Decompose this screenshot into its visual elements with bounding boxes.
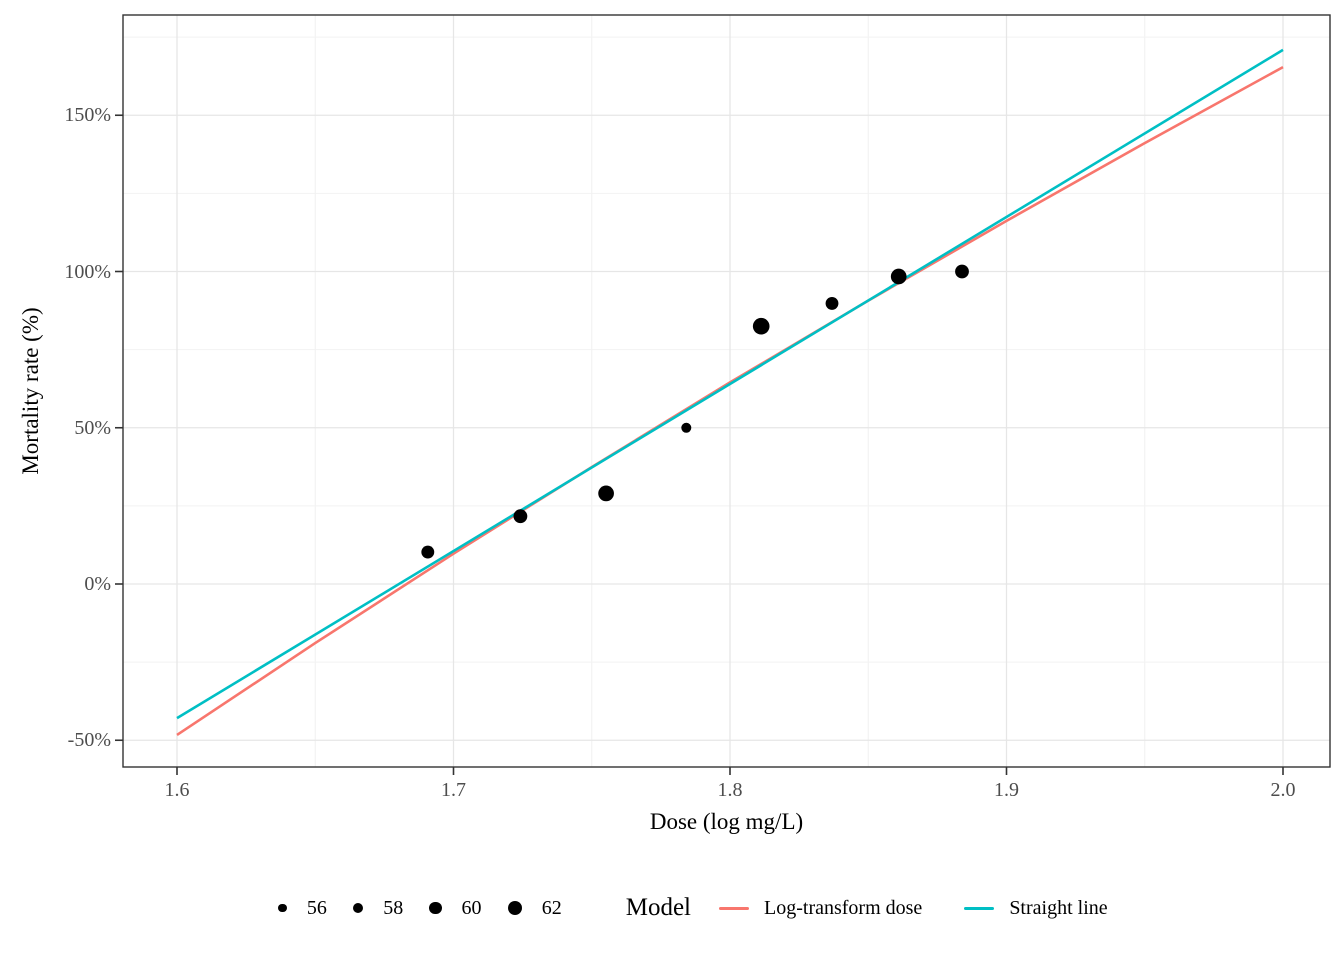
model-legend-item: Straight line (964, 896, 1108, 920)
model-legend: Model Log-transform dose Straight line (626, 894, 1108, 922)
size-legend-label: 58 (383, 896, 404, 919)
model-legend-items: Log-transform dose Straight line (719, 897, 1108, 920)
y-tick-label: 100% (64, 260, 111, 283)
x-tick-label: 1.6 (164, 779, 190, 801)
legend: 56 58 60 62 Model Log-transform dose Straigh… (63, 884, 1323, 932)
size-legend-dot-icon (507, 900, 522, 916)
data-point (890, 268, 907, 285)
y-tick-label: -50% (67, 729, 111, 752)
size-legend-dot-icon (278, 903, 287, 913)
data-point (752, 317, 770, 335)
size-legend-item: 62 (507, 896, 562, 920)
data-point (421, 545, 435, 559)
data-point (598, 485, 614, 502)
y-tick-label: 0% (84, 573, 111, 595)
regression-line-straight-line (176, 48, 1284, 720)
data-point (825, 296, 839, 310)
size-legend-label: 56 (306, 896, 327, 919)
model-legend-title: Model (625, 894, 692, 921)
panel-background (123, 15, 1330, 767)
x-axis-title: Dose (log mg/L) (649, 809, 804, 834)
size-legend-item: 56 (278, 897, 327, 920)
data-point (681, 422, 692, 433)
y-tick-label: 150% (64, 104, 111, 127)
size-legend-dot-icon (352, 902, 364, 914)
x-tick-label: 1.9 (994, 779, 1019, 801)
line-swatch-icon (964, 906, 995, 910)
model-legend-item: Log-transform dose (719, 897, 922, 920)
regression-line-log-transform-dose (176, 65, 1284, 736)
x-tick-label: 2.0 (1270, 779, 1296, 801)
model-legend-label: Log-transform dose (764, 896, 923, 919)
model-legend-label: Straight line (1009, 896, 1108, 919)
y-tick-label: 50% (74, 416, 111, 439)
size-legend-label: 60 (461, 896, 482, 919)
size-legend: 56 58 60 62 (278, 896, 562, 920)
panel-border (122, 14, 1331, 768)
line-swatch-icon (719, 906, 750, 910)
x-tick-label: 1.8 (717, 779, 743, 801)
data-point (513, 509, 528, 524)
size-legend-dot-icon (429, 901, 442, 915)
y-axis-title: Mortality rate (%) (18, 307, 43, 475)
size-legend-item: 60 (429, 896, 482, 920)
size-legend-label: 62 (541, 896, 562, 919)
x-tick-label: 1.7 (441, 779, 466, 801)
size-legend-item: 58 (352, 896, 404, 920)
data-point (955, 264, 969, 279)
